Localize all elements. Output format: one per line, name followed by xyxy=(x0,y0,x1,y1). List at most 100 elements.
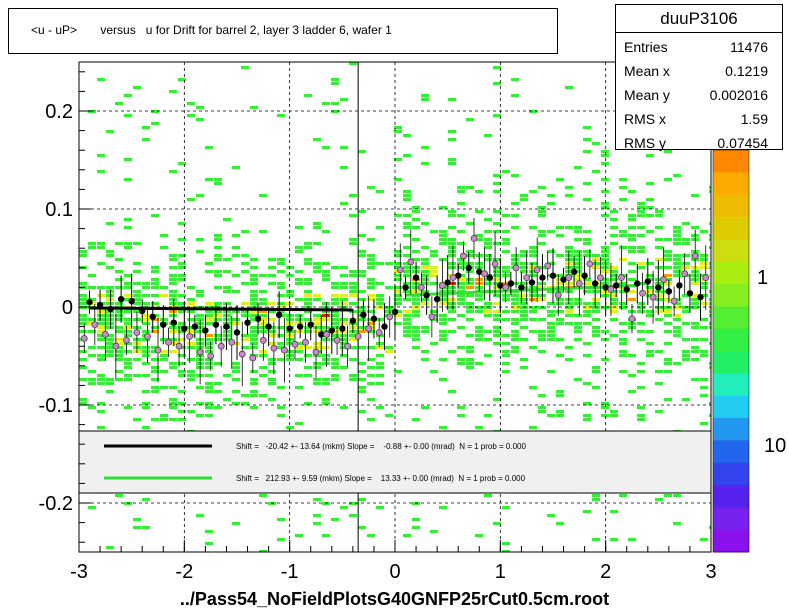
heatmap-cell xyxy=(169,302,177,305)
heatmap-cell xyxy=(412,302,420,305)
heatmap-cell xyxy=(349,270,357,273)
profile-open-point xyxy=(523,274,531,282)
heatmap-cell xyxy=(457,314,465,317)
heatmap-cell xyxy=(619,198,627,201)
heatmap-cell xyxy=(331,282,339,285)
heatmap-cell xyxy=(610,278,618,281)
heatmap-cell xyxy=(628,374,636,377)
heatmap-cell xyxy=(205,270,213,273)
heatmap-cell xyxy=(412,314,420,317)
heatmap-cell xyxy=(169,366,177,369)
heatmap-cell xyxy=(709,234,711,237)
heatmap-cell xyxy=(169,266,177,269)
heatmap-cell xyxy=(313,322,321,325)
heatmap-cell xyxy=(250,258,258,261)
legend-entry-black: Shift = -20.42 +- 13.64 (mkm) Slope = -0… xyxy=(236,442,526,451)
heatmap-cell xyxy=(313,222,321,225)
heatmap-cell xyxy=(412,418,420,421)
heatmap-cell xyxy=(97,354,105,357)
heatmap-cell xyxy=(376,306,384,309)
heatmap-cell xyxy=(484,282,492,285)
heatmap-cell xyxy=(628,278,636,281)
heatmap-cell xyxy=(340,274,348,277)
heatmap-cell xyxy=(169,350,177,353)
heatmap-cell xyxy=(349,514,357,517)
heatmap-cell xyxy=(619,350,627,353)
heatmap-cell xyxy=(619,322,627,325)
heatmap-cell xyxy=(700,350,708,353)
heatmap-cell xyxy=(277,286,285,289)
heatmap-cell xyxy=(421,406,429,409)
heatmap-cell xyxy=(169,254,177,257)
heatmap-cell xyxy=(430,530,438,533)
heatmap-cell xyxy=(88,506,96,509)
heatmap-cell xyxy=(574,326,582,329)
title-box: <u - uP> versus u for Drift for barrel 2… xyxy=(8,8,558,54)
heatmap-cell xyxy=(673,334,681,337)
heatmap-cell xyxy=(511,346,519,349)
heatmap-cell xyxy=(187,198,195,201)
profile-open-point xyxy=(691,252,699,260)
heatmap-cell xyxy=(358,210,366,213)
heatmap-cell xyxy=(259,230,267,233)
heatmap-cell xyxy=(187,302,195,305)
heatmap-cell xyxy=(295,374,303,377)
heatmap-cell xyxy=(475,190,483,193)
heatmap-cell xyxy=(457,346,465,349)
heatmap-cell xyxy=(178,310,186,313)
heatmap-cell xyxy=(115,370,123,373)
heatmap-cell xyxy=(466,222,474,225)
heatmap-cell xyxy=(151,122,159,125)
profile-open-point xyxy=(123,336,130,344)
colorbar-label-10: 10 xyxy=(764,435,786,457)
heatmap-cell xyxy=(529,386,537,389)
heatmap-cell xyxy=(358,274,366,277)
heatmap-cell xyxy=(223,374,231,377)
colorbar-segment xyxy=(713,351,749,374)
heatmap-cell xyxy=(610,266,618,269)
heatmap-cell xyxy=(655,258,663,261)
heatmap-cell xyxy=(241,282,249,285)
heatmap-cell xyxy=(106,290,114,293)
heatmap-cell xyxy=(331,374,339,377)
heatmap-cell xyxy=(601,178,609,181)
profile-open-point xyxy=(280,346,288,354)
heatmap-cell xyxy=(232,166,240,169)
heatmap-cell xyxy=(331,358,339,361)
heatmap-cell xyxy=(592,306,600,309)
heatmap-cell xyxy=(142,318,150,321)
heatmap-cell xyxy=(673,262,681,265)
heatmap-cell xyxy=(376,506,384,509)
profile-black-point xyxy=(96,301,104,309)
heatmap-cell xyxy=(88,242,96,245)
heatmap-cell xyxy=(115,494,123,497)
heatmap-cell xyxy=(295,346,303,349)
heatmap-cell xyxy=(565,358,573,361)
heatmap-cell xyxy=(466,362,474,365)
heatmap-cell xyxy=(556,310,564,313)
heatmap-cell xyxy=(151,110,159,113)
heatmap-cell xyxy=(574,230,582,233)
heatmap-cell xyxy=(475,210,483,213)
heatmap-cell xyxy=(412,218,420,221)
profile-open-point xyxy=(291,340,299,348)
heatmap-cell xyxy=(493,66,501,69)
x-tick-label: -3 xyxy=(70,561,88,583)
heatmap-cell xyxy=(511,94,519,97)
heatmap-cell xyxy=(682,242,690,245)
heatmap-cell xyxy=(142,374,150,377)
heatmap-cell xyxy=(223,290,231,293)
heatmap-cell xyxy=(601,154,609,157)
profile-black-point xyxy=(286,325,293,332)
profile-open-point xyxy=(628,315,636,323)
heatmap-cell xyxy=(106,378,114,381)
heatmap-cell xyxy=(115,270,123,273)
heatmap-cell xyxy=(529,246,537,249)
heatmap-cell xyxy=(502,370,510,373)
heatmap-cell xyxy=(214,274,222,277)
heatmap-cell xyxy=(178,338,186,341)
heatmap-cell xyxy=(403,326,411,329)
heatmap-cell xyxy=(268,382,276,385)
heatmap-cell xyxy=(250,370,258,373)
heatmap-cell xyxy=(682,222,690,225)
